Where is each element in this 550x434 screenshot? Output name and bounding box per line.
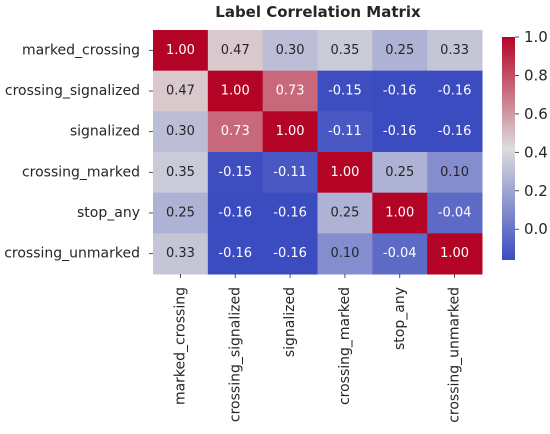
heatmap-cell (207, 192, 264, 234)
column-tick-label: stop_any (392, 287, 408, 350)
heatmap-cell (317, 192, 373, 234)
heatmap-cell (262, 233, 318, 275)
row-tick-label: crossing_unmarked (4, 246, 140, 262)
heatmap-cell (153, 233, 209, 275)
heatmap-cell (427, 152, 483, 194)
colorbar-gradient (502, 37, 515, 260)
heatmap-cell (262, 111, 318, 153)
heatmap-cell (153, 70, 209, 112)
cell-value-label: 0.33 (440, 43, 469, 58)
row-tick-label: crossing_signalized (5, 83, 140, 99)
heatmap-cell (262, 152, 318, 194)
cell-value-label: -0.11 (328, 124, 362, 139)
column-tick-label: signalized (282, 287, 298, 357)
heatmap-cell (207, 111, 264, 153)
row-tick-label: stop_any (77, 205, 140, 221)
heatmap-cell (207, 30, 264, 72)
row-tick-label: crossing_marked (22, 164, 140, 180)
heatmap-cell (427, 30, 483, 72)
heatmap-cell (372, 111, 428, 153)
cell-value-label: 0.33 (166, 246, 195, 261)
heatmap-cell (317, 233, 373, 275)
heatmap-cell (207, 233, 264, 275)
heatmap-cell (372, 233, 428, 275)
heatmap-cell (317, 152, 373, 194)
cell-value-label: 0.73 (221, 124, 250, 139)
cell-value-label: -0.16 (438, 84, 472, 99)
cell-value-label: -0.16 (438, 124, 472, 139)
heatmap-cell (372, 70, 428, 112)
heatmap-cell (153, 30, 209, 72)
chart-title: Label Correlation Matrix (215, 3, 421, 21)
cell-value-label: 1.00 (440, 246, 469, 261)
cell-value-label: -0.04 (383, 246, 417, 261)
row-tick-label: marked_crossing (22, 42, 140, 58)
cell-value-label: 1.00 (385, 206, 414, 221)
colorbar-tick-label: 0.0 (524, 220, 548, 238)
heatmap-cell (427, 70, 483, 112)
cell-value-label: 0.73 (276, 84, 305, 99)
heatmap-cell (317, 30, 373, 72)
colorbar-tick-label: 0.2 (524, 182, 548, 200)
colorbar-tick-label: 0.8 (524, 66, 548, 84)
colorbar-tick-label: 1.0 (524, 28, 548, 46)
heatmap-cell (153, 192, 209, 234)
cell-value-label: 0.30 (276, 43, 305, 58)
cell-value-label: 0.25 (385, 165, 414, 180)
heatmap-cell (372, 192, 428, 234)
cell-value-label: -0.11 (273, 165, 307, 180)
column-tick-labels: marked_crossing crossing_signalized signal… (172, 274, 463, 423)
cell-value-label: 0.25 (385, 43, 414, 58)
cell-value-label: -0.04 (438, 206, 472, 221)
cell-value-label: -0.15 (218, 165, 252, 180)
cell-value-label: -0.16 (273, 246, 307, 261)
cell-value-label: 1.00 (166, 43, 195, 58)
cell-value-label: -0.16 (383, 84, 417, 99)
heatmap-cell (153, 111, 209, 153)
heatmap-cell (317, 111, 373, 153)
heatmap-cell (372, 30, 428, 72)
heatmap-cell (372, 152, 428, 194)
cell-value-label: 0.25 (166, 206, 195, 221)
heatmap-cell (153, 152, 209, 194)
cell-value-label: 0.10 (330, 246, 359, 261)
cell-value-label: 0.35 (330, 43, 359, 58)
colorbar-tick-label: 0.4 (524, 143, 548, 161)
heatmap-cell (317, 70, 373, 112)
column-tick-label: marked_crossing (172, 287, 188, 405)
column-tick-label: crossing_signalized (227, 287, 243, 422)
cell-value-label: 0.25 (330, 206, 359, 221)
colorbar: 0.0 0.2 0.4 0.6 0.8 1.0 (502, 28, 548, 260)
cell-value-label: -0.16 (383, 124, 417, 139)
heatmap-cell (427, 233, 483, 275)
cell-value-label: 0.30 (166, 124, 195, 139)
heatmap-cell (207, 152, 264, 194)
heatmap-cell (262, 192, 318, 234)
heatmap-cells: 1.00 0.47 0.30 0.35 0.25 0.33 0.47 1.00 0.73 -0.1… (153, 30, 483, 275)
row-tick-label: signalized (70, 124, 140, 140)
cell-value-label: 0.47 (221, 43, 250, 58)
cell-value-label: 1.00 (330, 165, 359, 180)
cell-value-label: -0.16 (218, 246, 252, 261)
cell-value-label: -0.15 (328, 84, 362, 99)
cell-value-label: 1.00 (221, 84, 250, 99)
heatmap-cell (262, 70, 318, 112)
cell-value-label: 0.10 (440, 165, 469, 180)
heatmap-cell (262, 30, 318, 72)
heatmap-cell (427, 111, 483, 153)
heatmap-cell (427, 192, 483, 234)
colorbar-tick-label: 0.6 (524, 105, 548, 123)
cell-value-label: -0.16 (273, 206, 307, 221)
heatmap-cell (207, 70, 264, 112)
column-tick-label: crossing_marked (337, 287, 353, 405)
cell-value-label: -0.16 (218, 206, 252, 221)
cell-value-label: 0.47 (166, 84, 195, 99)
cell-value-label: 1.00 (276, 124, 305, 139)
cell-value-label: 0.35 (166, 165, 195, 180)
row-tick-labels: marked_crossing crossing_signalizedsignal… (4, 42, 153, 262)
column-tick-label: crossing_unmarked (447, 287, 463, 423)
